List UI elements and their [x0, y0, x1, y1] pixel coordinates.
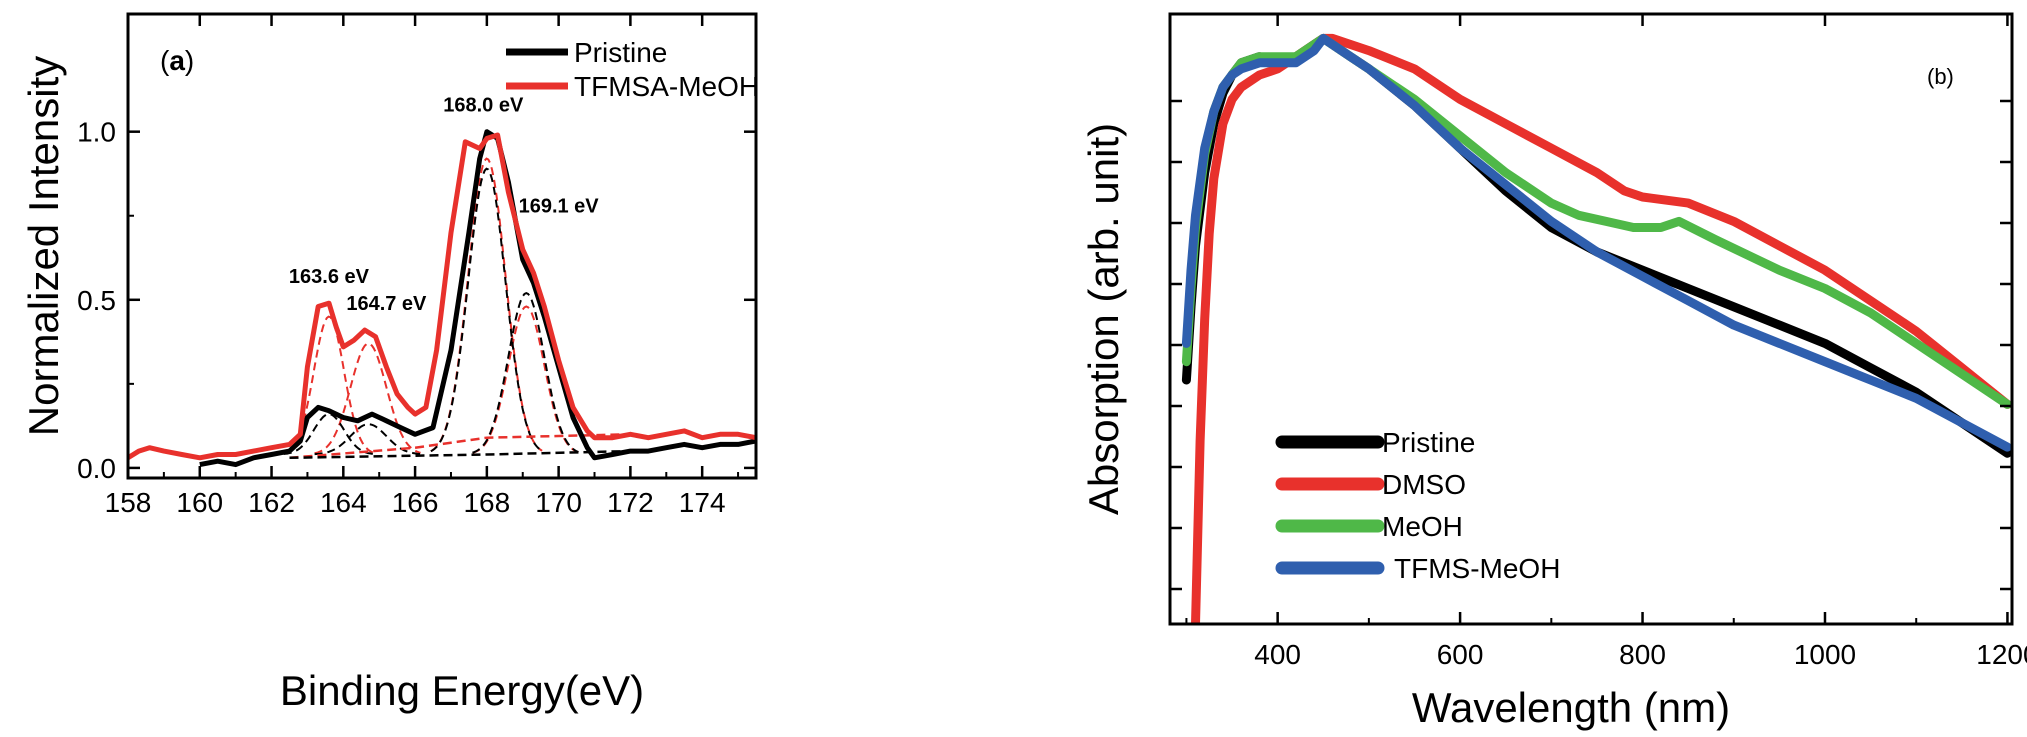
- panel-a-xps-spectrum: 158 160 162 164 166 168 170 172 174 0.0 0.5 1.0 16…: [20, 12, 759, 714]
- panel-b-absorption-spectrum: 400 600 800 1000 1200 (b) Pristine DMSO MeOH TF…: [1080, 12, 2027, 731]
- series-line: [1181, 33, 2012, 409]
- panel-b-series: [1181, 33, 2012, 624]
- y-tick-label: 0.5: [77, 285, 116, 316]
- legend-label: TFMSA-MeOH: [574, 71, 759, 102]
- panel-a-series: [128, 129, 756, 468]
- panel-b-x-axis-title: Wavelength (nm): [1412, 684, 1730, 731]
- panel-a-y-axis-title: Normalized Intensity: [20, 56, 67, 436]
- peak-annotation: 168.0 eV: [443, 95, 524, 117]
- fit-component-curve: [472, 292, 579, 454]
- panel-b-x-ticks: 400 600 800 1000 1200: [1185, 14, 2027, 670]
- panel-a-x-ticks: 158 160 162 164 166 168 170 172 174: [105, 14, 740, 518]
- peak-annotation: 164.7 eV: [346, 293, 427, 315]
- legend-label: TFMS-MeOH: [1394, 553, 1560, 584]
- panel-b-y-ticks: [1170, 99, 2012, 591]
- x-tick-label: 600: [1437, 639, 1484, 670]
- legend-label: Pristine: [574, 37, 667, 68]
- panel-a-label-open: (: [160, 45, 170, 76]
- fit-component-curve: [314, 342, 421, 455]
- fit-component-curve: [283, 413, 374, 455]
- panel-a-peak-annotations: 163.6 eV 164.7 eV 168.0 eV 169.1 eV: [289, 95, 599, 315]
- x-tick-label: 160: [176, 487, 223, 518]
- x-tick-label: 1200: [1976, 639, 2027, 670]
- series-line: [1181, 33, 2012, 458]
- x-tick-label: 800: [1619, 639, 1666, 670]
- series-line: [1181, 33, 2012, 452]
- x-tick-label: 1000: [1794, 639, 1856, 670]
- legend-label: Pristine: [1382, 427, 1475, 458]
- peak-annotation: 163.6 eV: [289, 266, 370, 288]
- x-tick-label: 400: [1254, 639, 1301, 670]
- series-line: [128, 132, 756, 461]
- fit-baseline: [289, 449, 631, 460]
- panel-b-label: (b): [1927, 64, 1954, 89]
- legend-label: MeOH: [1382, 511, 1463, 542]
- panel-a-label-letter: a: [169, 45, 185, 76]
- x-tick-label: 174: [679, 487, 726, 518]
- panel-b-y-axis-title: Absorption (arb. unit): [1080, 123, 1127, 515]
- x-tick-label: 162: [248, 487, 295, 518]
- series-line: [199, 129, 756, 468]
- x-tick-label: 172: [607, 487, 654, 518]
- x-tick-label: 158: [105, 487, 152, 518]
- peak-annotation: 169.1 eV: [519, 195, 600, 217]
- x-tick-label: 170: [535, 487, 582, 518]
- fit-baseline: [289, 433, 631, 460]
- x-tick-label: 166: [392, 487, 439, 518]
- series-line: [1191, 33, 2012, 624]
- legend-label: DMSO: [1382, 469, 1466, 500]
- panel-a-x-axis-title: Binding Energy(eV): [280, 667, 644, 714]
- x-tick-label: 164: [320, 487, 367, 518]
- fit-component-curve: [283, 315, 374, 454]
- panel-a-label-close: ): [185, 45, 194, 76]
- fit-component-curve: [430, 167, 543, 453]
- panel-b-plot-frame: [1168, 12, 2014, 626]
- panel-a-label: (a): [160, 45, 194, 76]
- panel-a-plot-frame: [126, 12, 758, 480]
- panel-b-legend: Pristine DMSO MeOH TFMS-MeOH: [1275, 427, 1560, 584]
- y-tick-label: 1.0: [77, 117, 116, 148]
- panel-a-y-ticks: 0.0 0.5 1.0: [77, 117, 756, 484]
- panel-a-fit-components: [283, 157, 631, 460]
- y-tick-label: 0.0: [77, 453, 116, 484]
- x-tick-label: 168: [463, 487, 510, 518]
